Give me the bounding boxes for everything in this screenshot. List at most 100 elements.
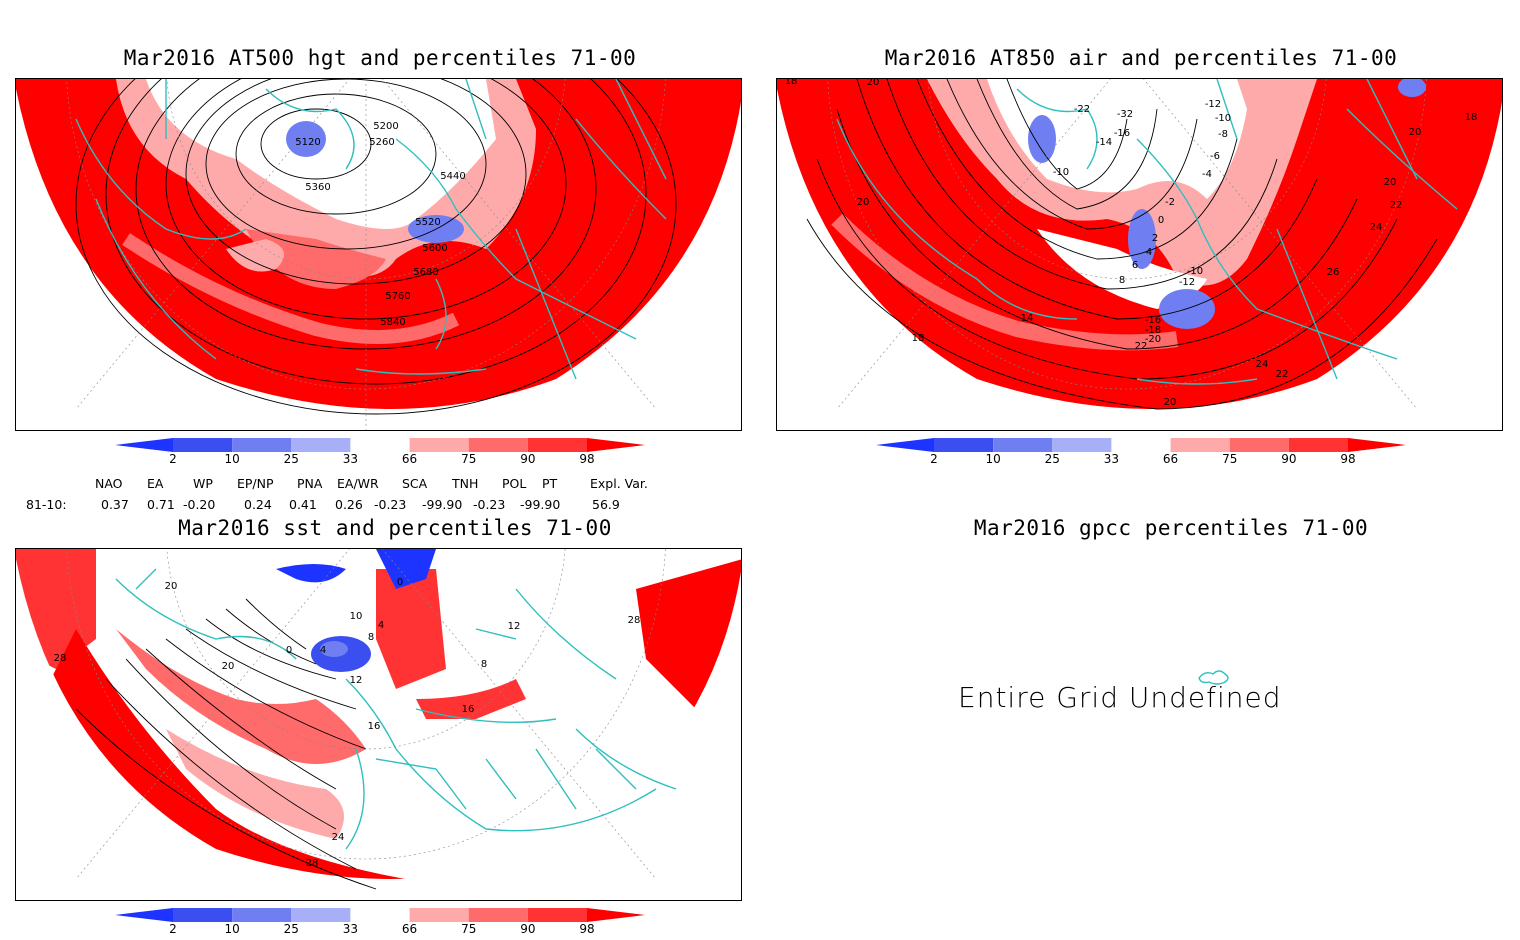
colorbar-tick-label: 2 [930, 452, 938, 466]
index-name: WP [193, 476, 213, 491]
contour-label: 12 [350, 675, 363, 686]
contour-label: 22 [1276, 369, 1289, 380]
contour-label: 0 [286, 645, 292, 656]
index-name: EA [147, 476, 164, 491]
index-name: PNA [297, 476, 323, 491]
colorbar-tick-label: 66 [401, 922, 418, 936]
index-value: 56.9 [592, 497, 620, 512]
contour-label: 8 [481, 659, 487, 670]
colorbar-tick-label: 10 [224, 922, 240, 936]
contour-label: -14 [1096, 137, 1112, 148]
index-name: EP/NP [237, 476, 274, 491]
index-value: 0.71 [147, 497, 175, 512]
contour-label: 4 [378, 620, 384, 631]
contour-label: -12 [1205, 99, 1221, 110]
colorbar-segment [527, 438, 587, 452]
colorbar-tick-label: 10 [224, 452, 240, 466]
contour-label: -16 [1145, 315, 1161, 326]
contour-label: 24 [1370, 222, 1383, 233]
colorbar-tick-label: 98 [579, 922, 595, 936]
contour-label: 28 [54, 653, 67, 664]
colorbar-tick-label: 66 [1162, 452, 1179, 466]
contour-label: 0 [397, 577, 403, 588]
contour-label: 26 [1327, 267, 1340, 278]
contour-label: -2 [1165, 197, 1175, 208]
indices-header: NAO EA WP EP/NP PNA EA/WR SCA TNH POL PT… [0, 476, 760, 492]
contour-label: 5440 [440, 171, 465, 182]
colorbar-segment [934, 438, 994, 452]
colorbar-segment [409, 908, 469, 922]
index-value: 0.41 [289, 497, 317, 512]
contour-label: 16 [462, 704, 475, 715]
colorbar-tick-label: 98 [579, 452, 595, 466]
contour-label: 22 [1135, 341, 1148, 352]
colorbar-segment [1288, 438, 1348, 452]
contour-label: 0 [1158, 215, 1164, 226]
colorbar-tick-label: 33 [1103, 452, 1120, 466]
colorbar-tick-label: 75 [461, 922, 477, 936]
contour-label: 8 [1119, 275, 1125, 286]
colorbar-arrow-high [1348, 438, 1406, 452]
contour-label: 18 [785, 79, 798, 87]
colorbar-tick-label: 2 [169, 922, 177, 936]
contour-label: 20 [1409, 127, 1422, 138]
colorbar-segment [350, 438, 410, 452]
contour-label: 5120 [295, 137, 320, 148]
contour-label: 5520 [415, 217, 440, 228]
colorbar-tick-label: 25 [283, 452, 299, 466]
colorbar-tick-label: 2 [169, 452, 177, 466]
index-value: -99.90 [422, 497, 463, 512]
index-name: SCA [402, 476, 428, 491]
index-value: -0.20 [183, 497, 216, 512]
colorbar-svg [115, 908, 645, 922]
colorbar-tick-label: 10 [985, 452, 1001, 466]
colorbar-tick-label: 33 [342, 922, 359, 936]
colorbar-arrow-high [587, 438, 645, 452]
index-value: 0.26 [335, 497, 363, 512]
colorbar-tick-label: 75 [1222, 452, 1238, 466]
colorbar-segment [527, 908, 587, 922]
contour-label: -22 [1074, 104, 1090, 115]
contour-label: -16 [1114, 128, 1130, 139]
colorbar-tick-label: 90 [520, 452, 536, 466]
contour-label: 8 [368, 632, 374, 643]
map-panel-hgt500: 5120 5200 5260 5360 5440 5520 5600 5680 … [15, 78, 742, 431]
colorbar-segment [232, 908, 292, 922]
contour-label: 2 [1152, 233, 1158, 244]
index-name: Expl. Var. [590, 476, 648, 491]
contour-label: 5680 [413, 267, 438, 278]
colorbar-segment [173, 908, 233, 922]
contour-label: 24 [1256, 359, 1269, 370]
map-panel-air850: 18 20 -22 -32 -16 -14 -10 -12 -10 -8 -6 … [776, 78, 1503, 431]
colorbar-segment [291, 438, 351, 452]
colorbar-segment [993, 438, 1053, 452]
colorbar-tick-label: 90 [520, 922, 536, 936]
colorbar-tick-label: 90 [1281, 452, 1297, 466]
colorbar-segment [291, 908, 351, 922]
contour-label: 5200 [373, 121, 398, 132]
contour-label: 4 [320, 645, 326, 656]
index-value: -99.90 [520, 497, 561, 512]
contour-label: -32 [1117, 109, 1133, 120]
contour-label: 28 [628, 615, 641, 626]
contour-label: 20 [222, 661, 235, 672]
indices-values: 81-10: 0.37 0.71 -0.20 0.24 0.41 0.26 -0… [0, 497, 760, 513]
index-value: 0.37 [101, 497, 129, 512]
colorbar-segment [409, 438, 469, 452]
colorbar-segment [1111, 438, 1171, 452]
title-sst: Mar2016 sst and percentiles 71-00 [178, 516, 612, 540]
contour-label: 20 [867, 79, 880, 88]
colorbar-tick-label: 66 [401, 452, 418, 466]
colorbar-air850: 2 10 25 33 66 75 90 98 [876, 438, 1406, 468]
map-panel-sst: 20 28 20 0 4 10 4 8 12 16 24 28 12 28 16… [15, 548, 742, 901]
contour-label: 6 [1132, 260, 1138, 271]
contour-label: 20 [1384, 177, 1397, 188]
colorbar-segment [232, 438, 292, 452]
colorbar-arrow-high [587, 908, 645, 922]
island-outline [1198, 670, 1229, 685]
index-name: TNH [452, 476, 479, 491]
index-name: POL [502, 476, 527, 491]
title-gpcc: Mar2016 gpcc percentiles 71-00 [973, 516, 1369, 540]
index-value: 0.24 [244, 497, 272, 512]
contour-label: -10 [1053, 167, 1069, 178]
